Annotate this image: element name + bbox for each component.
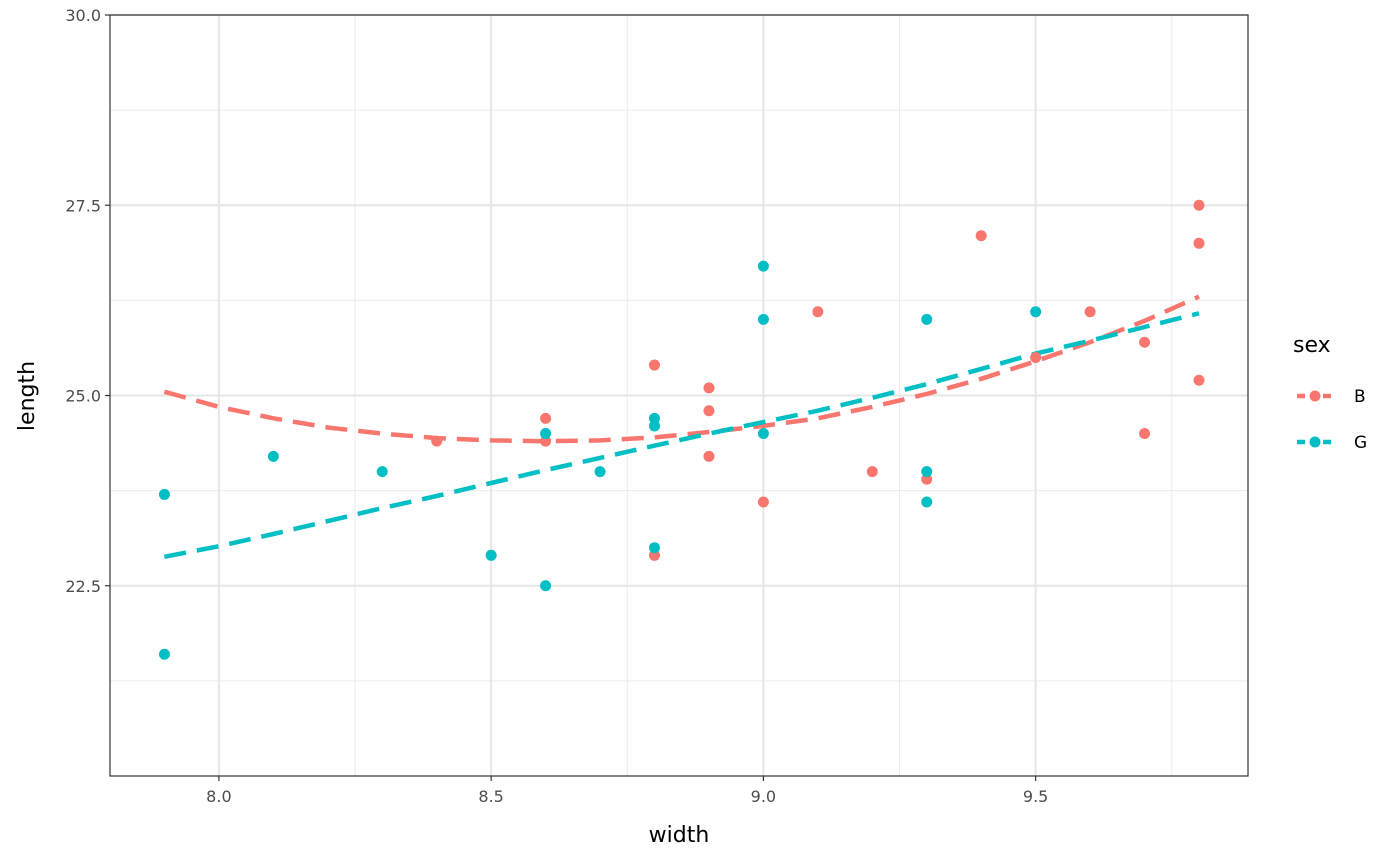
- legend: sex B G: [1293, 333, 1367, 453]
- legend-key-point-G: [1309, 436, 1321, 448]
- point-B: [1084, 306, 1096, 318]
- point-G: [648, 542, 660, 554]
- point-B: [975, 230, 987, 242]
- point-B: [648, 549, 660, 561]
- point-G: [540, 580, 552, 592]
- x-tick-label: 9.0: [751, 787, 776, 806]
- point-G: [648, 420, 660, 432]
- y-tick-label: 27.5: [65, 196, 101, 215]
- point-G: [1030, 306, 1042, 318]
- x-axis-title: width: [649, 823, 710, 848]
- point-G: [376, 466, 388, 478]
- x-axis: 8.0 8.5 9.0 9.5: [206, 776, 1048, 806]
- point-G: [921, 466, 933, 478]
- y-tick-label: 25.0: [65, 387, 101, 406]
- point-B: [866, 466, 878, 478]
- point-G: [648, 412, 660, 424]
- point-B: [703, 450, 715, 462]
- point-B: [1193, 374, 1205, 386]
- point-B: [1139, 336, 1151, 348]
- legend-label-B: B: [1354, 387, 1366, 407]
- point-G: [540, 428, 552, 440]
- point-B: [1193, 199, 1205, 211]
- point-B: [1030, 351, 1042, 363]
- point-G: [757, 313, 769, 325]
- point-B: [1193, 237, 1205, 249]
- point-B: [757, 496, 769, 508]
- point-G: [158, 488, 170, 500]
- y-tick-label: 30.0: [65, 6, 101, 25]
- point-B: [703, 382, 715, 394]
- x-tick-label: 8.0: [206, 787, 231, 806]
- point-G: [485, 549, 497, 561]
- point-B: [703, 405, 715, 417]
- point-G: [158, 648, 170, 660]
- point-B: [540, 435, 552, 447]
- x-tick-label: 9.5: [1023, 787, 1048, 806]
- point-B: [1139, 428, 1151, 440]
- smooth-lines: [163, 294, 1200, 560]
- x-tick-label: 8.5: [478, 787, 503, 806]
- legend-title: sex: [1293, 333, 1331, 358]
- point-B: [540, 412, 552, 424]
- point-G: [757, 428, 769, 440]
- smooth-line-G: [163, 311, 1200, 560]
- legend-key-point-B: [1309, 390, 1321, 402]
- point-G: [757, 260, 769, 272]
- point-G: [267, 450, 279, 462]
- point-B: [812, 306, 824, 318]
- legend-label-G: G: [1354, 433, 1367, 453]
- y-axis-title: length: [15, 361, 40, 431]
- point-B: [921, 473, 933, 485]
- y-tick-label: 22.5: [65, 577, 101, 596]
- y-axis: 22.5 25.0 27.5 30.0: [65, 6, 110, 596]
- point-B: [431, 435, 443, 447]
- point-G: [921, 313, 933, 325]
- smooth-line-B: [163, 294, 1200, 444]
- data-points: [158, 199, 1205, 660]
- point-G: [594, 466, 606, 478]
- point-B: [648, 359, 660, 371]
- point-G: [921, 496, 933, 508]
